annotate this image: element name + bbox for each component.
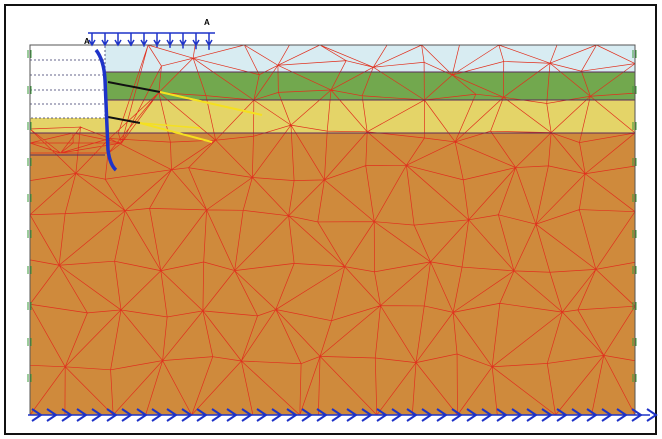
point-label: A	[84, 37, 90, 46]
wall	[94, 48, 118, 172]
load-arrow	[153, 33, 161, 48]
load-arrow	[114, 33, 122, 47]
anchors	[107, 81, 263, 143]
load-arrow	[101, 33, 109, 47]
load-arrow	[140, 33, 148, 47]
load-arrow	[88, 33, 96, 47]
load-arrow	[179, 33, 187, 49]
load-arrow	[205, 33, 213, 50]
layer-sand-left	[30, 118, 105, 133]
point-label: A	[204, 18, 210, 27]
surface-load	[88, 32, 215, 50]
load-arrow	[192, 33, 200, 50]
layer-sand	[105, 100, 635, 133]
load-arrow	[127, 33, 135, 47]
load-arrow	[166, 33, 174, 48]
side-fixity	[27, 50, 637, 382]
layer-silt	[105, 72, 635, 100]
fixities	[27, 50, 658, 422]
